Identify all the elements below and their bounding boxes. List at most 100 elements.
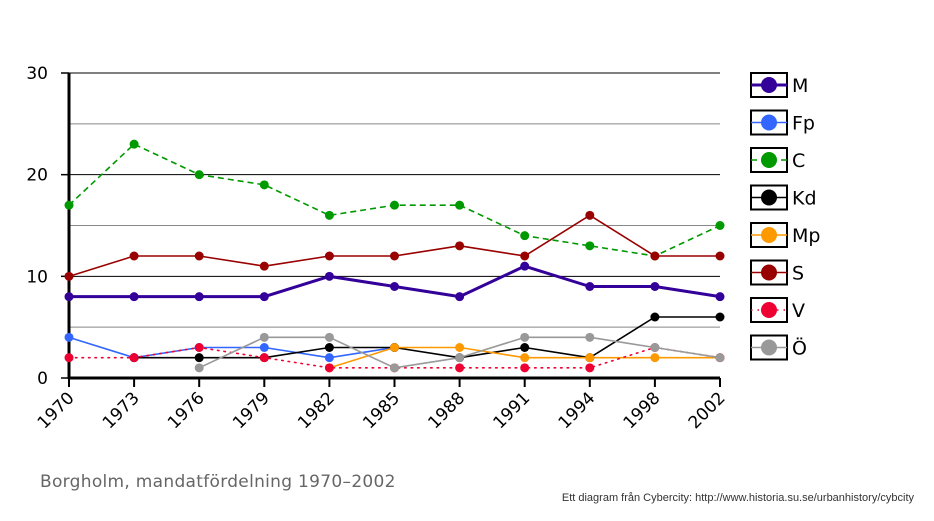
data-point-v: [259, 353, 269, 363]
legend-label-o: Ö: [792, 337, 807, 360]
data-point-m: [194, 292, 204, 302]
data-point-kd: [520, 343, 530, 352]
x-tick-label: 1979: [229, 388, 274, 433]
data-point-m: [259, 292, 269, 302]
x-tick-label: 1976: [164, 388, 209, 433]
x-tick-label: 1994: [555, 388, 600, 433]
data-point-o: [585, 332, 595, 342]
data-point-mp: [585, 353, 595, 363]
source-credit: Ett diagram från Cybercity: http://www.h…: [561, 492, 914, 504]
legend-label-c: C: [792, 150, 805, 172]
data-point-s: [455, 241, 465, 251]
data-point-o: [324, 332, 334, 342]
data-point-c: [324, 210, 334, 220]
legend-label-m: M: [792, 75, 808, 97]
data-point-m: [650, 282, 660, 291]
y-tick-label: 10: [26, 267, 48, 287]
legend-marker-m: [761, 77, 777, 93]
legend-marker-o: [761, 339, 777, 356]
data-point-m: [715, 292, 725, 302]
data-point-m: [455, 292, 465, 302]
data-point-v: [585, 363, 595, 373]
x-tick-label: 1991: [490, 388, 535, 433]
data-point-m: [129, 292, 139, 302]
series-line-kd: [134, 316, 720, 359]
data-point-c: [64, 200, 74, 210]
data-point-m: [390, 282, 399, 291]
series-line-o: [198, 336, 721, 369]
legend-marker-v: [761, 302, 777, 318]
x-tick-label: 1970: [34, 388, 79, 433]
data-point-v: [520, 363, 530, 373]
data-point-s: [64, 271, 74, 281]
data-point-m: [585, 282, 595, 291]
data-point-v: [324, 363, 334, 373]
series-line-s: [68, 214, 720, 278]
legend-label-kd: Kd: [792, 188, 817, 210]
data-point-c: [259, 180, 269, 190]
legend-marker-kd: [761, 189, 777, 206]
data-point-s: [650, 251, 660, 261]
y-tick-label: 30: [26, 64, 48, 84]
data-point-o: [259, 332, 269, 342]
y-tick-label: 20: [26, 166, 48, 186]
data-point-kd: [650, 312, 660, 322]
data-point-kd: [324, 343, 334, 352]
data-point-kd: [194, 353, 204, 363]
data-point-c: [390, 200, 399, 210]
data-point-s: [129, 251, 139, 261]
data-point-v: [194, 343, 204, 352]
legend-marker-s: [761, 264, 777, 281]
data-point-s: [324, 251, 334, 261]
series-line-v: [68, 346, 721, 369]
data-point-o: [650, 343, 660, 352]
data-point-s: [520, 251, 530, 261]
legend-label-fp: Fp: [792, 113, 815, 135]
data-point-mp: [390, 343, 399, 352]
data-point-s: [390, 251, 399, 261]
data-point-m: [64, 292, 74, 302]
x-tick-label: 1998: [620, 388, 665, 433]
series-points: [64, 139, 725, 373]
series-line-fp: [68, 336, 395, 359]
data-point-o: [520, 332, 530, 342]
data-point-c: [520, 231, 530, 241]
x-tick-label: 1973: [99, 388, 144, 433]
axes: 0 10 20 30 1970 1973 1976 1979 1982 1985 1988 1991 1…: [26, 64, 729, 433]
x-tick-label: 1982: [294, 388, 339, 433]
data-point-fp: [64, 332, 74, 342]
y-tick-label: 0: [37, 369, 48, 389]
x-tick-label: 2002: [685, 388, 730, 433]
data-point-o: [455, 353, 465, 363]
grid-lines: [69, 72, 720, 328]
legend: M Fp C Kd Mp SVÖ: [750, 72, 820, 361]
data-point-v: [129, 353, 139, 363]
data-point-m: [324, 271, 334, 281]
data-point-fp: [259, 343, 269, 352]
legend-label-v: V: [792, 300, 805, 322]
series-line-m: [69, 264, 721, 299]
legend-marker-mp: [761, 227, 777, 243]
data-point-c: [585, 241, 595, 251]
x-tick-label: 1988: [424, 388, 469, 433]
data-point-s: [585, 210, 595, 220]
data-point-s: [259, 261, 269, 271]
data-point-s: [715, 251, 725, 261]
data-point-o: [715, 353, 725, 363]
chart-title: Borgholm, mandatfördelning 1970–2002: [40, 472, 396, 492]
legend-label-mp: Mp: [792, 225, 820, 247]
data-point-c: [455, 200, 465, 210]
data-point-c: [715, 221, 725, 230]
data-point-mp: [520, 353, 530, 363]
data-point-s: [194, 251, 204, 261]
data-point-c: [194, 170, 204, 180]
data-point-m: [520, 261, 530, 271]
data-point-o: [194, 363, 204, 373]
data-point-v: [64, 353, 74, 363]
data-point-mp: [650, 353, 660, 363]
legend-marker-c: [761, 152, 777, 168]
data-point-o: [390, 363, 399, 373]
x-tick-label: 1985: [359, 388, 404, 433]
series-line-c: [68, 143, 721, 257]
